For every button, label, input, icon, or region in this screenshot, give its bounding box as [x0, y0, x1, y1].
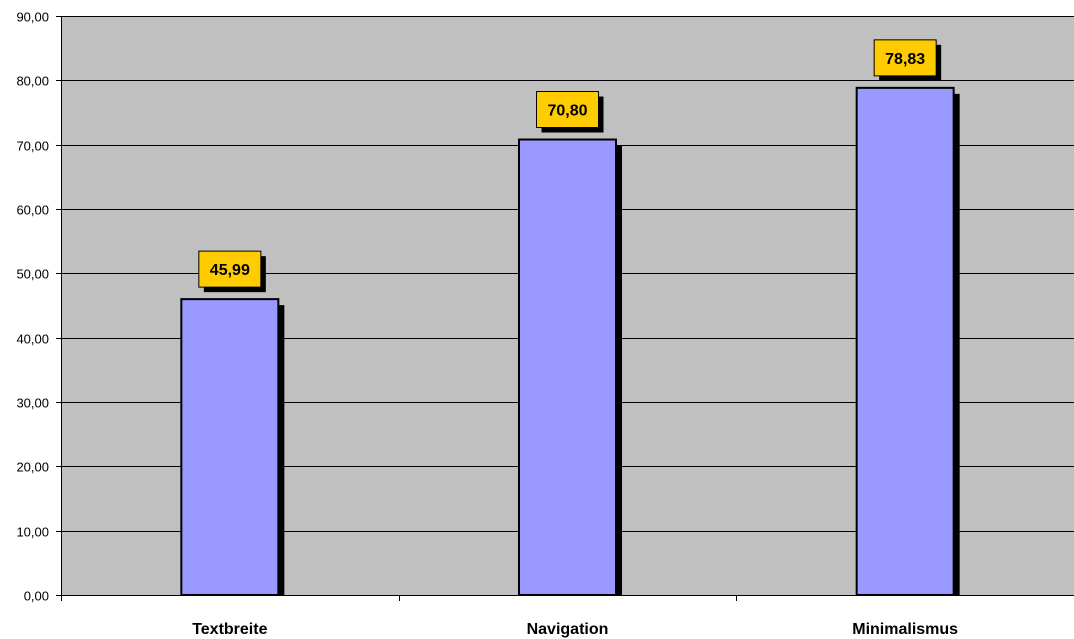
y-tick-label: 90,00: [16, 10, 49, 25]
data-label-box: [873, 39, 937, 77]
x-category-label: Textbreite: [192, 621, 267, 638]
data-label-box: [198, 250, 262, 288]
x-axis: Textbreite Navigation Minimalismus: [61, 16, 1074, 638]
y-tick-label: 80,00: [16, 74, 49, 89]
x-category-label: Minimalismus: [852, 621, 958, 638]
y-tick-label: 50,00: [16, 267, 49, 282]
bar-navigation: [518, 138, 617, 597]
data-labels: 45,99 70,80 78,83: [198, 39, 942, 293]
data-label: 45,99: [210, 262, 250, 279]
y-tick-label: 20,00: [16, 460, 49, 475]
bars: [180, 86, 960, 597]
x-category-label: Navigation: [527, 621, 609, 638]
y-tick-label: 70,00: [16, 139, 49, 154]
data-label: 70,80: [547, 103, 587, 120]
y-tick-label: 30,00: [16, 396, 49, 411]
y-axis-ticks: 0,00 10,00 20,00 30,00 40,00 50,00 60,00 70,00 8…: [16, 10, 61, 604]
data-label: 78,83: [885, 51, 925, 68]
y-tick-label: 40,00: [16, 332, 49, 347]
y-tick-label: 60,00: [16, 203, 49, 218]
y-tick-label: 10,00: [16, 525, 49, 540]
bar-textbreite: [180, 298, 280, 596]
data-label-box: [536, 91, 599, 129]
y-tick-label: 0,00: [24, 589, 49, 604]
bar-minimalismus: [855, 86, 955, 597]
